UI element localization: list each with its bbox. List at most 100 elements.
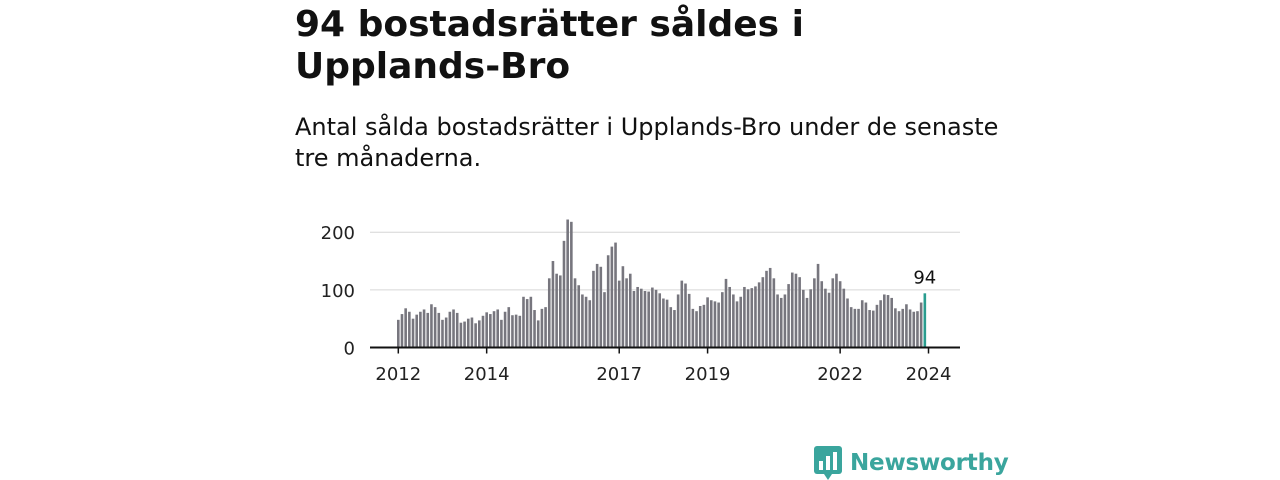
- bar: [621, 266, 625, 348]
- bar: [485, 312, 488, 348]
- bar: [875, 304, 879, 348]
- newsworthy-logo-icon: [814, 446, 842, 480]
- bar: [577, 285, 581, 348]
- bar: [614, 242, 617, 348]
- bar: [651, 287, 654, 348]
- bar: [584, 296, 588, 348]
- x-tick-label: 2014: [464, 364, 510, 385]
- bar: [695, 311, 698, 348]
- bar: [732, 294, 735, 348]
- bar: [860, 300, 864, 348]
- bar: [662, 298, 665, 348]
- bar: [452, 309, 455, 348]
- bar: [853, 308, 857, 348]
- bar: [761, 277, 765, 348]
- bar: [824, 288, 827, 348]
- bar: [478, 320, 481, 348]
- bar: [765, 270, 768, 348]
- bar: [654, 289, 658, 348]
- bar: [474, 323, 477, 348]
- bar: [728, 286, 731, 348]
- x-tick-label: 2019: [685, 364, 731, 385]
- bar: [665, 299, 669, 348]
- bar: [422, 309, 426, 348]
- bar: [790, 272, 794, 348]
- bar: [647, 291, 650, 348]
- bar: [404, 308, 407, 348]
- bar: [617, 280, 621, 348]
- y-tick-label: 200: [321, 223, 355, 244]
- bar: [916, 311, 919, 348]
- bar: [717, 302, 720, 348]
- bar: [805, 297, 809, 348]
- bar: [673, 310, 676, 348]
- bar: [544, 307, 547, 348]
- bar: [691, 308, 695, 348]
- bar: [430, 304, 433, 348]
- bar: [610, 246, 614, 348]
- bar: [743, 286, 746, 348]
- y-tick-label: 100: [321, 281, 355, 302]
- bar: [599, 266, 603, 348]
- bar: [680, 280, 684, 348]
- y-tick-label: 0: [344, 339, 355, 360]
- bar: [706, 297, 709, 348]
- bar: [625, 278, 628, 348]
- bar: [750, 288, 754, 348]
- bar: [559, 275, 562, 348]
- bar: [640, 288, 643, 348]
- bar: [588, 300, 592, 348]
- brand-name: Newsworthy: [850, 450, 1009, 476]
- bar: [894, 308, 897, 348]
- bar: [547, 278, 551, 348]
- bar: [595, 263, 599, 348]
- bar: [864, 302, 868, 348]
- bar: [735, 301, 739, 348]
- bar: [687, 293, 691, 348]
- bar: [871, 310, 875, 348]
- bar: [415, 314, 419, 348]
- bar: [636, 286, 639, 348]
- bar: [919, 302, 923, 348]
- bar: [776, 294, 779, 348]
- bar: [901, 308, 905, 348]
- bar: [883, 294, 886, 348]
- brand-logo: Newsworthy: [814, 446, 1009, 480]
- bar: [632, 291, 636, 348]
- bar: [643, 291, 647, 348]
- x-tick-label: 2024: [906, 364, 952, 385]
- bar: [702, 304, 706, 348]
- bar: [905, 304, 908, 348]
- bar: [573, 278, 577, 348]
- bar: [529, 296, 533, 348]
- bar: [879, 300, 882, 348]
- bar: [842, 288, 846, 348]
- bar: [779, 297, 783, 348]
- bar: [411, 318, 415, 348]
- bar: [658, 293, 662, 348]
- bar: [606, 255, 610, 348]
- bar: [540, 308, 544, 348]
- bar: [470, 317, 474, 348]
- bar: [846, 298, 849, 348]
- bar: [444, 317, 448, 348]
- bar: [408, 311, 411, 348]
- bar: [400, 314, 404, 348]
- bar: [835, 273, 838, 348]
- bar: [397, 319, 400, 348]
- bar: [802, 289, 805, 348]
- bar: [838, 281, 842, 348]
- bar: [676, 294, 680, 348]
- bar: [757, 282, 761, 348]
- bar: [721, 292, 724, 348]
- bar: [492, 311, 496, 348]
- bar: [908, 309, 912, 348]
- bar: [426, 312, 430, 348]
- bar: [503, 311, 507, 348]
- bar: [463, 321, 466, 348]
- bar: [831, 278, 835, 348]
- bar: [533, 310, 536, 348]
- bar: [581, 294, 584, 348]
- bar: [820, 281, 824, 348]
